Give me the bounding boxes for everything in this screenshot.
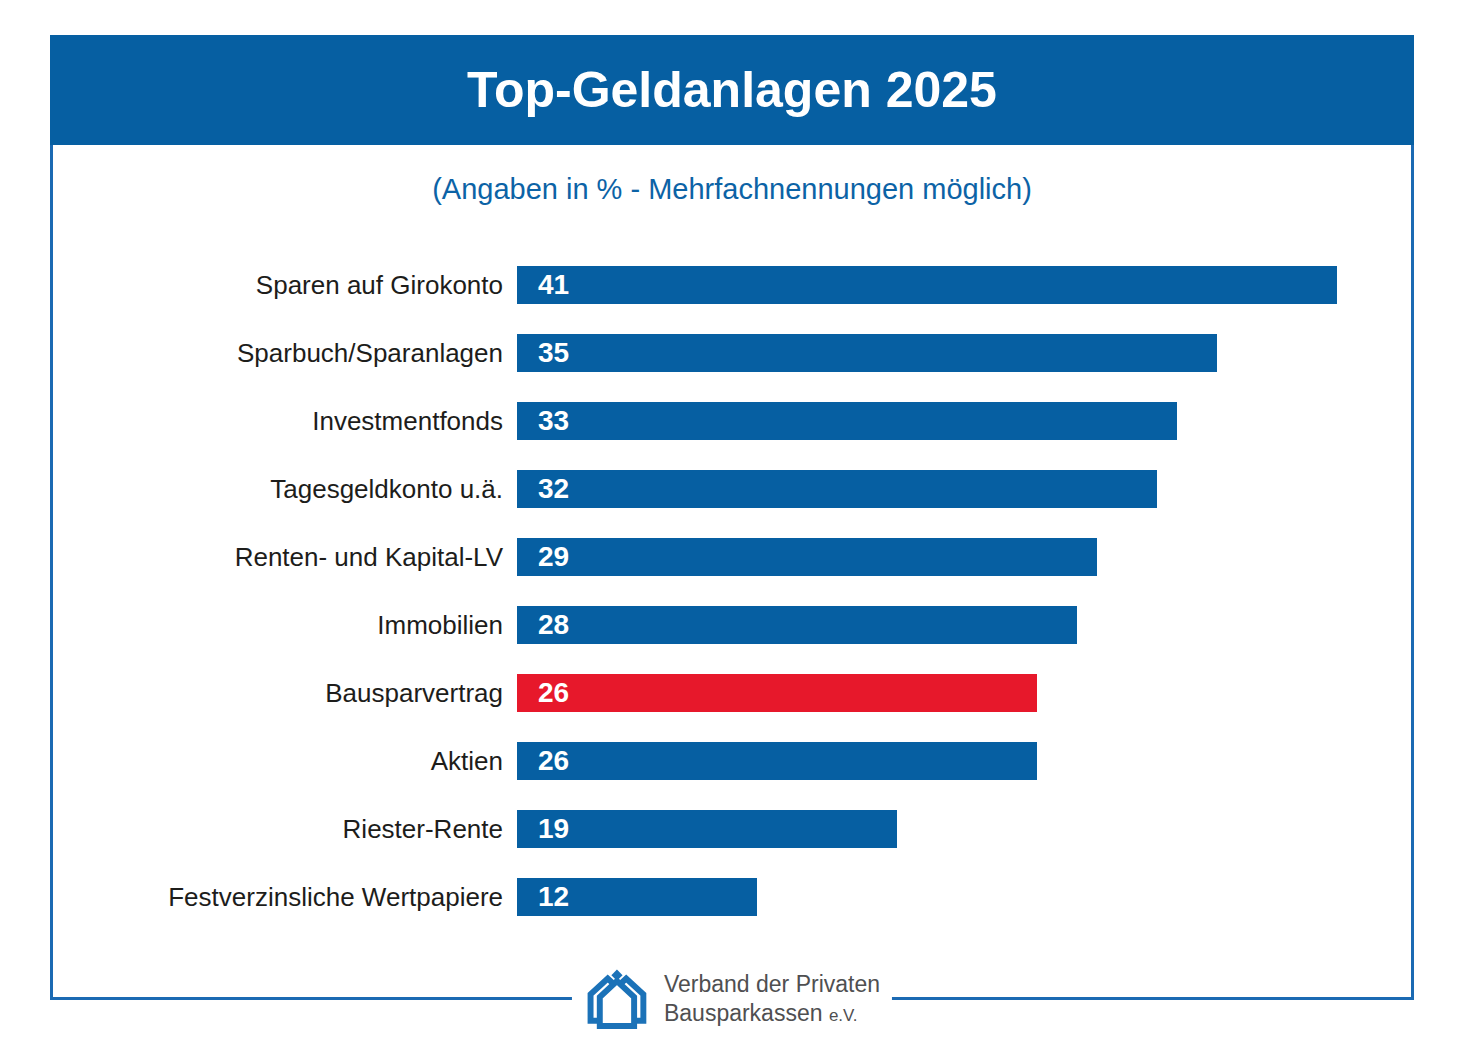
bar-track: 35 [517,334,1411,372]
bar: 33 [517,402,1177,440]
bar-track: 19 [517,810,1411,848]
bar-label: Bausparvertrag [53,678,503,709]
bar-track: 12 [517,878,1411,916]
logo-text: Verband der Privaten Bausparkassen e.V. [664,970,880,1028]
footer-logo: Verband der Privaten Bausparkassen e.V. [572,963,892,1035]
bar-label: Festverzinsliche Wertpapiere [53,882,503,913]
bar-label: Renten- und Kapital-LV [53,542,503,573]
bar-track: 32 [517,470,1411,508]
bar-value: 32 [517,473,569,505]
bar-value: 33 [517,405,569,437]
bar: 29 [517,538,1097,576]
chart-row: Immobilien 28 [53,606,1411,644]
logo-text-suffix: e.V. [829,1006,858,1025]
bar: 19 [517,810,897,848]
bar-track: 26 [517,742,1411,780]
bar: 41 [517,266,1337,304]
chart-row: Tagesgeldkonto u.ä. 32 [53,470,1411,508]
chart-row: Sparbuch/Sparanlagen 35 [53,334,1411,372]
bar-value: 29 [517,541,569,573]
bar-value: 19 [517,813,569,845]
infographic-page: Top-Geldanlagen 2025 (Angaben in % - Meh… [0,0,1464,1062]
page-title: Top-Geldanlagen 2025 [467,61,997,119]
chart-row: Renten- und Kapital-LV 29 [53,538,1411,576]
header-band: Top-Geldanlagen 2025 [50,35,1414,145]
chart-row-highlighted: Bausparvertrag 26 [53,674,1411,712]
bar: 35 [517,334,1217,372]
chart-row: Sparen auf Girokonto 41 [53,266,1411,304]
chart-row: Aktien 26 [53,742,1411,780]
bar-track: 41 [517,266,1411,304]
bar-label: Sparbuch/Sparanlagen [53,338,503,369]
bar-label: Investmentfonds [53,406,503,437]
bar-value: 28 [517,609,569,641]
bar-label: Immobilien [53,610,503,641]
bar-label: Aktien [53,746,503,777]
chart-subtitle: (Angaben in % - Mehrfachnennungen möglic… [53,173,1411,206]
bar-value: 12 [517,881,569,913]
bar: 26 [517,742,1037,780]
bar-track: 33 [517,402,1411,440]
bar-chart: Sparen auf Girokonto 41 Sparbuch/Sparanl… [53,266,1411,916]
bar-value: 41 [517,269,569,301]
houses-icon [584,963,650,1035]
chart-frame: (Angaben in % - Mehrfachnennungen möglic… [50,145,1414,1000]
bar-label: Tagesgeldkonto u.ä. [53,474,503,505]
chart-row: Festverzinsliche Wertpapiere 12 [53,878,1411,916]
chart-row: Investmentfonds 33 [53,402,1411,440]
bar: 28 [517,606,1077,644]
bar: 12 [517,878,757,916]
bar-value: 26 [517,677,569,709]
bar-label: Sparen auf Girokonto [53,270,503,301]
chart-row: Riester-Rente 19 [53,810,1411,848]
bar-track: 28 [517,606,1411,644]
bar-track: 29 [517,538,1411,576]
bar-highlighted: 26 [517,674,1037,712]
bar-value: 35 [517,337,569,369]
logo-text-line2: Bausparkassen e.V. [664,999,880,1028]
bar-label: Riester-Rente [53,814,503,845]
bar-track: 26 [517,674,1411,712]
bar: 32 [517,470,1157,508]
logo-text-line1: Verband der Privaten [664,970,880,999]
bar-value: 26 [517,745,569,777]
